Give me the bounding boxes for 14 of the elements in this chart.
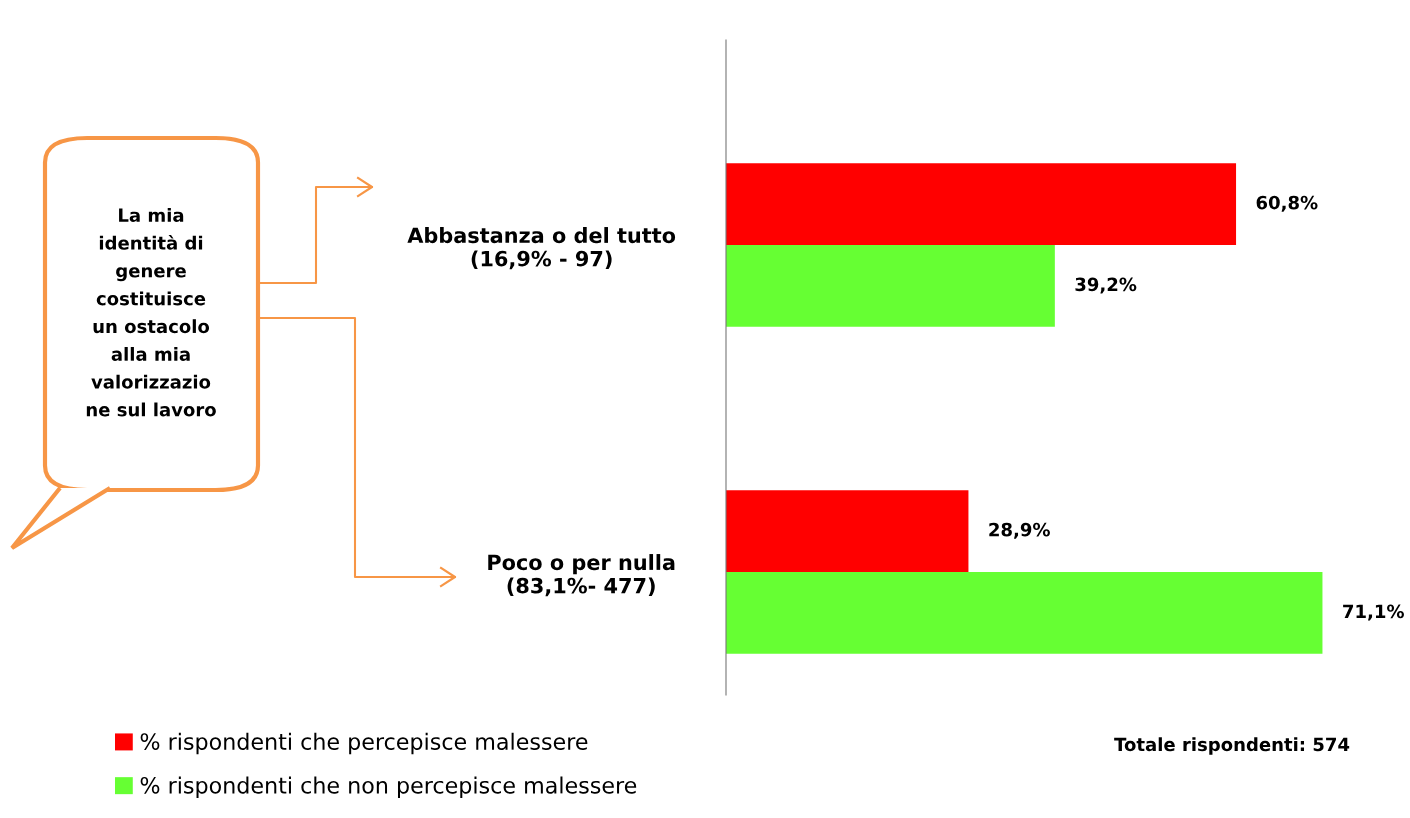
text: Totale rispondenti: 574 <box>1114 737 1350 755</box>
text: La mia identità di genere costituisce un ostacolo alla mia valorizzazio ne sul lavoro <box>86 208 216 417</box>
data-label: 39,2% <box>1075 277 1137 294</box>
legend-label: % rispondenti che percepisce malessere <box>140 732 588 755</box>
bar <box>726 490 969 573</box>
bar <box>726 245 1055 327</box>
data-label: 60,8% <box>1256 195 1318 212</box>
data-label: 71,1% <box>1343 604 1404 621</box>
y-tick-label: Poco o per nulla (83,1%- 477) <box>488 554 675 597</box>
data-label: 28,9% <box>989 522 1050 539</box>
y-tick-label: Abbastanza o del tutto (16,9% - 97) <box>407 227 676 270</box>
legend-label: % rispondenti che non percepisce malessere <box>140 776 637 798</box>
bar <box>726 572 1323 654</box>
bar <box>726 163 1237 246</box>
